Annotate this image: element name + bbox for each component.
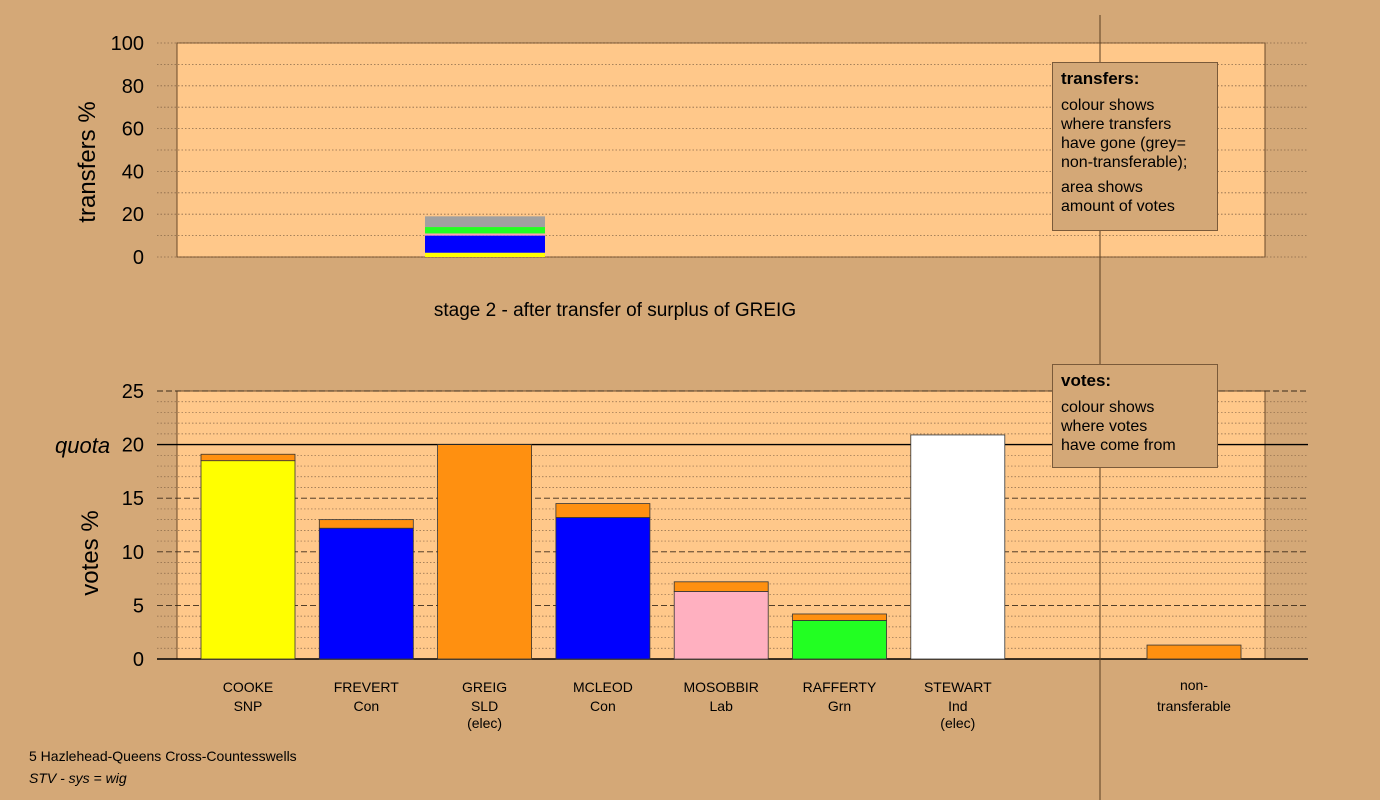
nontransferable-label-2: transferable — [1157, 698, 1231, 714]
votes-y-ticks: 0 5 10 15 20 25 — [122, 381, 144, 671]
candidate-name: MCLEOD — [573, 679, 633, 695]
y-tick-label: 40 — [122, 161, 144, 183]
candidate-name: RAFFERTY — [803, 679, 877, 695]
candidate-name: COOKE — [223, 679, 274, 695]
candidate-labels: COOKESNPFREVERTConGREIGSLD(elec)MCLEODCo… — [223, 677, 1231, 731]
votes-segment — [910, 434, 1006, 660]
votes-segment — [792, 620, 887, 660]
transfer-segment — [425, 227, 545, 234]
transfer-segment — [792, 613, 887, 621]
votes-segment — [437, 444, 533, 660]
candidate-party: SLD — [471, 698, 498, 714]
y-tick-label: 80 — [122, 76, 144, 98]
y-tick-label: 100 — [111, 33, 144, 55]
votes-segment — [200, 460, 296, 660]
transfer-segment — [425, 235, 545, 253]
transfer-segment — [673, 581, 769, 592]
elected-label: (elec) — [940, 715, 975, 731]
candidate-bar — [200, 453, 296, 660]
elected-label: (elec) — [467, 715, 502, 731]
transfers-legend-text2: area shows amount of votes — [1061, 179, 1175, 215]
candidate-name: GREIG — [462, 679, 507, 695]
candidate-bar — [555, 503, 651, 660]
transfers-y-label: transfers % — [74, 101, 101, 222]
transfers-legend: transfers: colour shows where transfers … — [1052, 62, 1218, 231]
transfers-y-ticks: 0 20 40 60 80 100 — [111, 33, 144, 269]
candidate-party: SNP — [234, 698, 263, 714]
candidate-party: Con — [353, 698, 379, 714]
nontransferable-bar — [1146, 644, 1242, 660]
candidate-bar — [673, 581, 769, 660]
candidate-name: MOSOBBIR — [683, 679, 758, 695]
y-tick-label: 0 — [133, 247, 144, 269]
votes-y-label: votes % — [77, 510, 104, 595]
candidate-bar — [318, 519, 414, 660]
transfer-segment — [425, 216, 545, 228]
votes-legend-text: colour shows where votes have come from — [1061, 399, 1176, 454]
candidate-party: Lab — [710, 698, 734, 714]
ward-name: 5 Hazlehead-Queens Cross-Countesswells — [29, 748, 297, 764]
votes-legend: votes: colour shows where votes have com… — [1052, 364, 1218, 468]
y-tick-label: 5 — [133, 595, 144, 617]
votes-legend-heading: votes: — [1061, 371, 1112, 390]
y-tick-label: 20 — [122, 204, 144, 226]
y-tick-label: 60 — [122, 119, 144, 141]
transfers-bar — [425, 216, 545, 257]
transfer-segment — [425, 252, 545, 257]
candidate-bar — [910, 434, 1006, 660]
votes-segment — [318, 527, 414, 660]
transfer-segment — [555, 503, 651, 518]
y-tick-label: 0 — [133, 649, 144, 671]
stage-title: stage 2 - after transfer of surplus of G… — [434, 300, 796, 321]
candidate-name: STEWART — [924, 679, 992, 695]
y-tick-label: 10 — [122, 542, 144, 564]
nontransferable-label-1: non- — [1180, 677, 1208, 693]
y-tick-label: 20 — [122, 435, 144, 457]
transfers-legend-text1: colour shows where transfers have gone (… — [1061, 97, 1188, 171]
transfer-segment — [200, 453, 296, 462]
transfers-legend-heading: transfers: — [1061, 69, 1140, 88]
quota-label: quota — [55, 433, 110, 458]
y-tick-label: 25 — [122, 381, 144, 403]
candidate-bar — [792, 613, 887, 660]
votes-bars — [200, 434, 1242, 660]
candidate-party: Ind — [948, 698, 967, 714]
system-label: STV - sys = wig — [29, 770, 127, 786]
y-tick-label: 15 — [122, 488, 144, 510]
candidate-name: FREVERT — [334, 679, 400, 695]
candidate-party: Con — [590, 698, 616, 714]
transfer-segment — [318, 519, 414, 529]
transfer-segment — [425, 233, 545, 236]
candidate-party: Grn — [828, 698, 851, 714]
votes-segment — [555, 517, 651, 660]
candidate-bar — [437, 444, 533, 660]
votes-segment — [673, 591, 769, 660]
